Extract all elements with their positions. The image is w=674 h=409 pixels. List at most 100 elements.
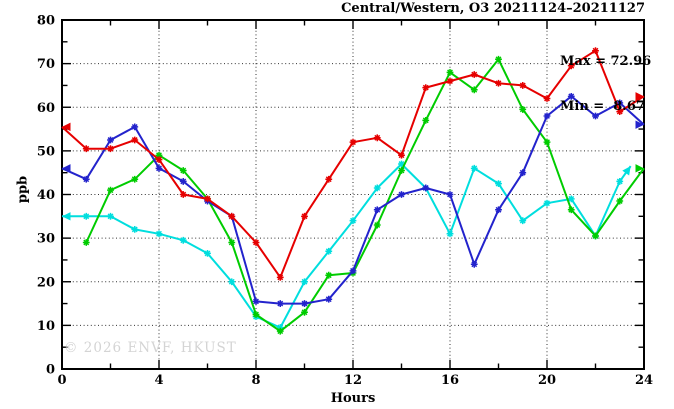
data-point-marker bbox=[252, 239, 260, 246]
edge-arrowhead bbox=[62, 122, 71, 132]
data-point-marker bbox=[373, 221, 381, 229]
series-green bbox=[82, 55, 645, 335]
data-point-marker bbox=[131, 226, 139, 233]
data-point-marker bbox=[155, 151, 163, 159]
max-value-label: Max = 72.96 bbox=[560, 54, 652, 69]
data-point-marker bbox=[204, 249, 211, 257]
y-tick-label: 10 bbox=[37, 319, 55, 334]
data-point-marker bbox=[616, 197, 624, 205]
data-point-marker bbox=[422, 84, 430, 92]
data-point-marker bbox=[349, 267, 357, 275]
data-point-marker bbox=[107, 136, 114, 144]
data-point-marker bbox=[228, 212, 236, 220]
data-point-marker bbox=[155, 156, 163, 163]
tick-labels: 0 10 20 30 40 50 60 70 80 0 4 8 12 16 20 24 bbox=[37, 14, 653, 389]
data-point-marker bbox=[325, 175, 333, 183]
data-point-marker bbox=[446, 77, 454, 85]
data-point-marker bbox=[373, 134, 381, 142]
data-point-marker bbox=[446, 191, 454, 198]
x-tick-label: 24 bbox=[635, 373, 653, 388]
data-point-marker bbox=[228, 239, 236, 246]
data-point-marker bbox=[519, 169, 527, 177]
data-point-marker bbox=[616, 178, 624, 185]
data-point-marker bbox=[495, 55, 502, 63]
data-point-marker bbox=[107, 212, 114, 220]
data-point-marker bbox=[82, 212, 90, 220]
data-point-marker bbox=[373, 206, 381, 214]
data-point-marker bbox=[131, 123, 139, 131]
y-tick-label: 20 bbox=[37, 275, 55, 290]
data-point-marker bbox=[325, 271, 333, 279]
data-point-marker bbox=[252, 311, 260, 318]
data-point-marker bbox=[179, 236, 187, 244]
data-point-marker bbox=[373, 184, 381, 192]
x-tick-label: 20 bbox=[538, 373, 556, 388]
data-point-marker bbox=[325, 247, 333, 255]
data-point-marker bbox=[567, 206, 575, 214]
data-point-marker bbox=[301, 212, 308, 220]
series-cyan-line bbox=[62, 163, 621, 329]
data-point-marker bbox=[398, 191, 405, 198]
x-tick-label: 4 bbox=[154, 373, 163, 388]
data-point-marker bbox=[567, 195, 575, 203]
data-point-marker bbox=[204, 195, 211, 203]
data-point-marker bbox=[567, 92, 575, 100]
y-tick-label: 40 bbox=[37, 188, 55, 203]
y-tick-label: 0 bbox=[46, 363, 55, 378]
data-point-marker bbox=[422, 116, 430, 124]
edge-arrowhead bbox=[62, 212, 71, 221]
data-point-marker bbox=[616, 108, 624, 116]
data-point-marker bbox=[325, 295, 333, 303]
data-point-marker bbox=[276, 273, 284, 281]
data-point-marker bbox=[228, 278, 236, 286]
data-point-marker bbox=[592, 47, 599, 55]
edge-arrowhead bbox=[635, 120, 644, 129]
edge-arrowhead bbox=[62, 164, 71, 173]
gridlines bbox=[62, 20, 644, 369]
data-point-marker bbox=[592, 112, 599, 120]
max-min-annotation: Max = 72.96 Min = 8.67 bbox=[560, 24, 651, 144]
watermark: © 2026 ENVF, HKUST bbox=[64, 340, 237, 356]
x-axis-title: Hours bbox=[330, 391, 376, 406]
data-point-marker bbox=[495, 180, 502, 187]
data-point-marker bbox=[592, 232, 599, 240]
data-point-marker bbox=[155, 164, 163, 172]
edge-arrowhead bbox=[635, 164, 644, 173]
data-point-marker bbox=[422, 184, 430, 192]
axis-ticks bbox=[61, 19, 645, 370]
data-point-marker bbox=[82, 145, 90, 153]
x-tick-label: 8 bbox=[251, 373, 260, 388]
data-point-marker bbox=[519, 106, 527, 113]
data-point-marker bbox=[519, 217, 527, 225]
plot-frame bbox=[61, 19, 645, 370]
edge-arrowhead bbox=[635, 92, 644, 101]
data-point-marker bbox=[519, 82, 527, 89]
data-point-marker bbox=[179, 167, 187, 174]
data-point-marker bbox=[543, 199, 551, 207]
data-point-marker bbox=[349, 138, 357, 146]
data-point-marker bbox=[398, 151, 405, 159]
data-point-marker bbox=[543, 112, 551, 120]
x-tick-label: 12 bbox=[344, 373, 362, 388]
edge-arrowhead bbox=[622, 166, 631, 176]
data-point-marker bbox=[398, 160, 405, 168]
data-point-marker bbox=[567, 62, 575, 70]
x-tick-label: 0 bbox=[57, 373, 66, 388]
series-green-line bbox=[85, 58, 645, 333]
data-point-marker bbox=[179, 178, 187, 185]
data-point-marker bbox=[276, 300, 284, 307]
x-tick-label: 16 bbox=[441, 373, 459, 388]
series-cyan bbox=[62, 160, 632, 331]
data-point-marker bbox=[131, 136, 139, 144]
data-point-marker bbox=[616, 99, 624, 107]
data-point-marker bbox=[349, 217, 357, 225]
data-point-marker bbox=[82, 239, 90, 246]
data-point-marker bbox=[276, 324, 284, 331]
data-point-marker bbox=[495, 79, 502, 87]
data-point-marker bbox=[495, 206, 502, 214]
data-point-marker bbox=[155, 230, 163, 238]
data-point-marker bbox=[470, 86, 478, 94]
data-point-marker bbox=[446, 230, 454, 238]
